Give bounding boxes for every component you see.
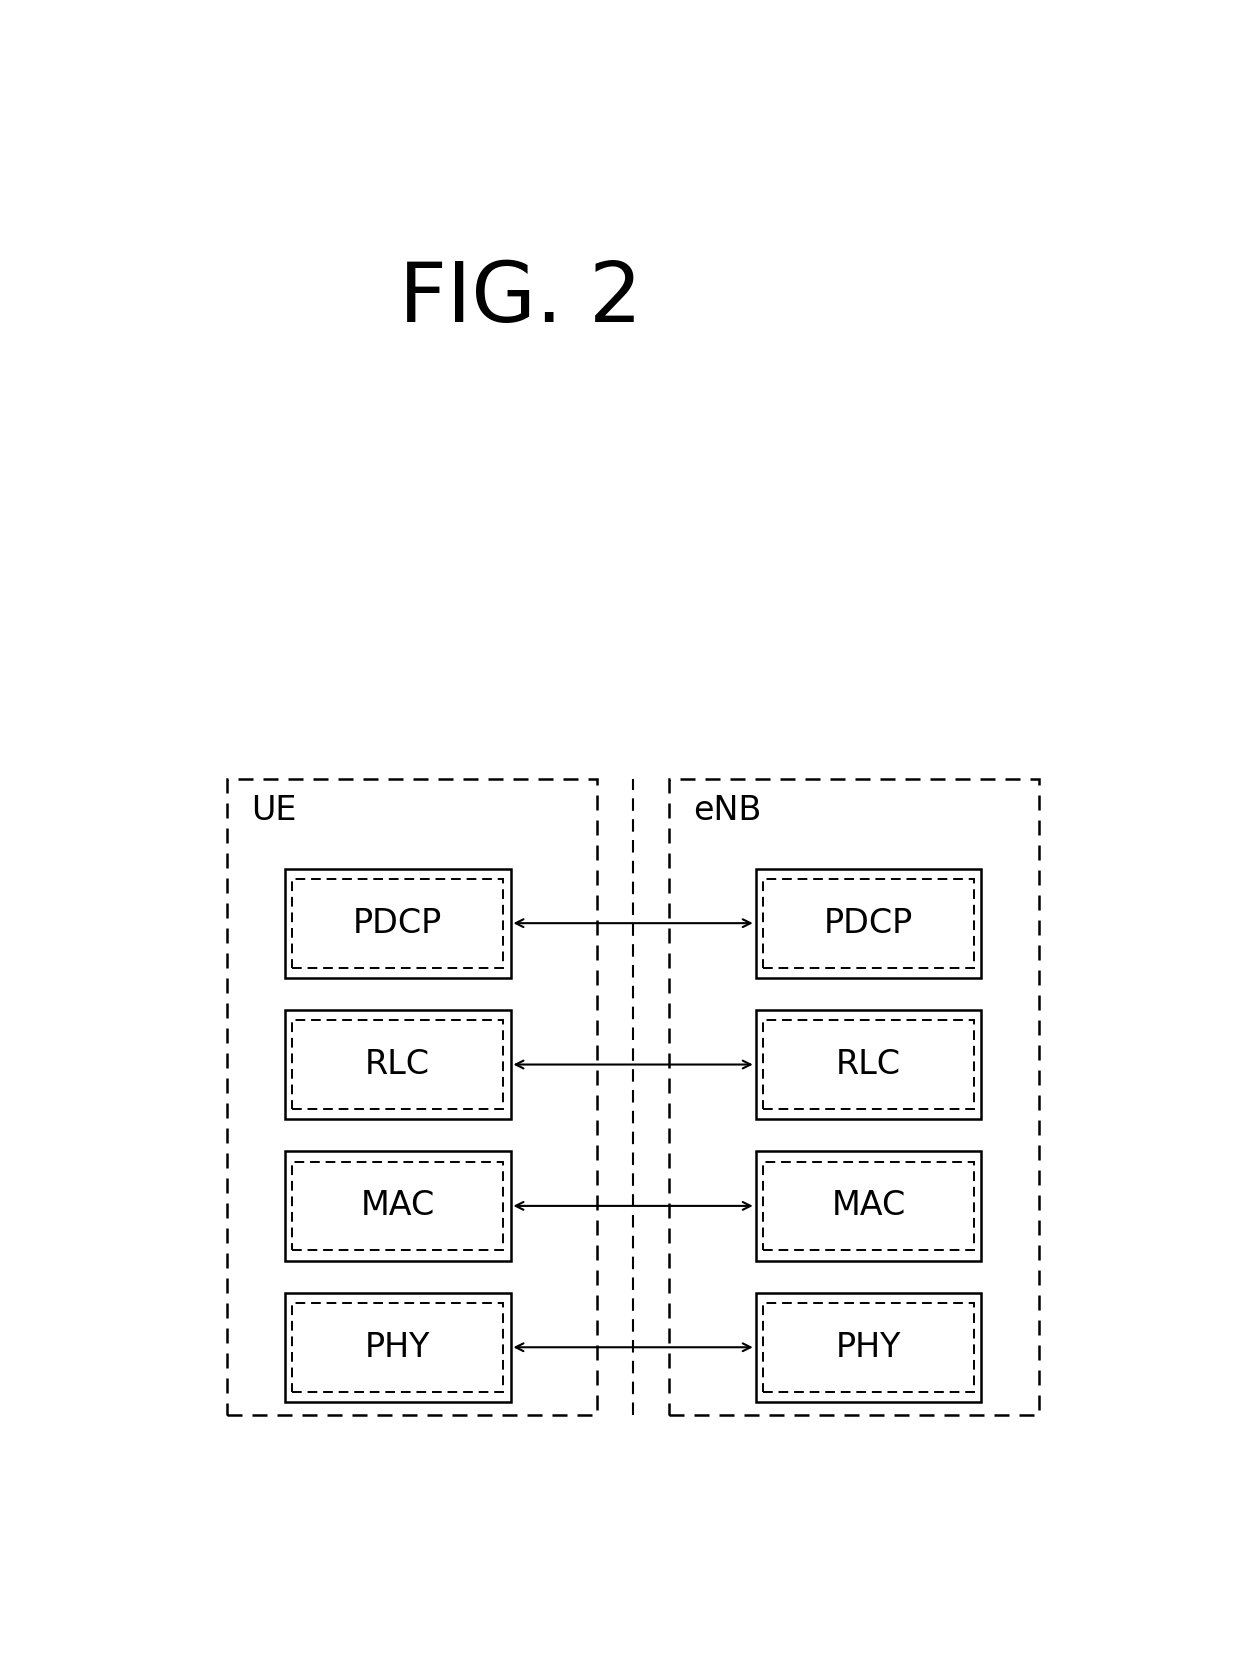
Bar [293, 1303, 503, 1392]
Text: RLC: RLC [365, 1048, 430, 1082]
Text: PHY: PHY [836, 1330, 901, 1364]
Text: FIG. 2: FIG. 2 [398, 259, 642, 339]
Bar [755, 1292, 982, 1402]
Bar [285, 868, 511, 978]
Bar [293, 1162, 503, 1250]
Bar [285, 1010, 511, 1120]
Bar [764, 1020, 973, 1108]
Text: PHY: PHY [365, 1330, 430, 1364]
Bar [764, 1303, 973, 1392]
Bar [293, 880, 503, 968]
Bar [764, 1162, 973, 1250]
Bar [670, 778, 1039, 1415]
Bar [285, 1292, 511, 1402]
Text: PDCP: PDCP [823, 906, 913, 940]
Bar [293, 1020, 503, 1108]
Bar [285, 1152, 511, 1260]
Text: UE: UE [250, 794, 296, 828]
Bar [227, 778, 596, 1415]
Bar [764, 880, 973, 968]
Bar [755, 1152, 982, 1260]
Bar [755, 1010, 982, 1120]
Bar [755, 868, 982, 978]
Text: MAC: MAC [361, 1190, 435, 1222]
Text: RLC: RLC [836, 1048, 901, 1082]
Text: MAC: MAC [831, 1190, 905, 1222]
Text: eNB: eNB [693, 794, 761, 828]
Text: PDCP: PDCP [353, 906, 443, 940]
